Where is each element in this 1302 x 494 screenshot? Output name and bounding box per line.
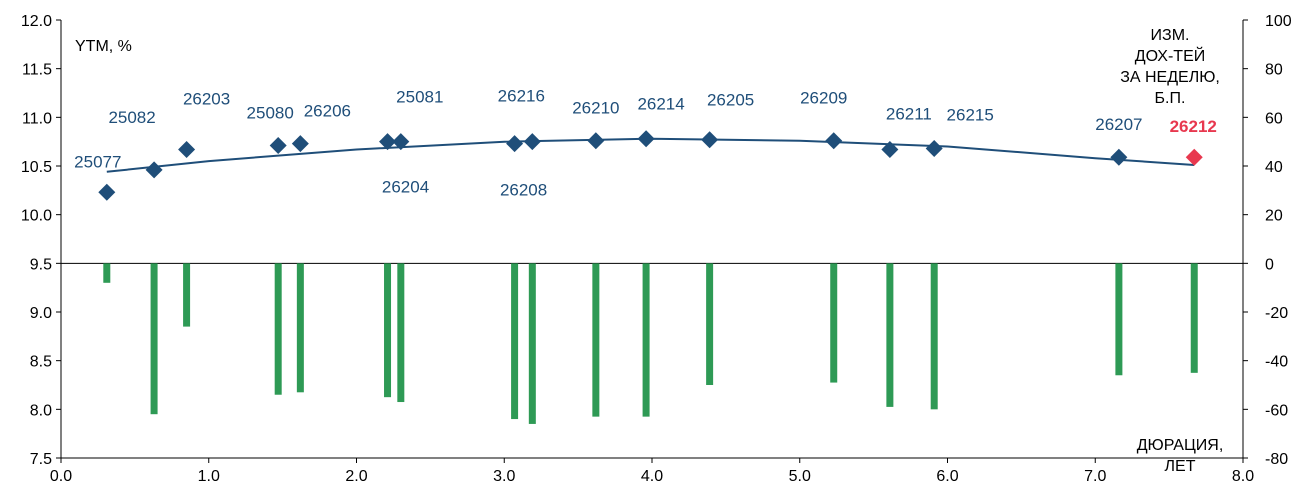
point-25082 (145, 161, 163, 179)
point-26212 (1185, 148, 1203, 166)
point-label-25077: 25077 (74, 152, 121, 171)
axis-titles: YTM, % ИЗМ. ДОХ-ТЕЙ ЗА НЕДЕЛЮ, Б.П. ДЮРАЦИЯ, Л… (75, 27, 1223, 475)
y-right-tick-label: -20 (1265, 305, 1288, 322)
x-tick-label: 3.0 (493, 468, 515, 485)
plot-frame (56, 19, 1248, 463)
point-26211 (881, 140, 899, 158)
y-left-tick-label: 12.0 (21, 13, 52, 30)
x-tick-label: 6.0 (936, 468, 958, 485)
y-left-tick-label: 8.5 (30, 354, 52, 371)
point-26210 (587, 132, 605, 150)
bar-26212 (1190, 263, 1198, 373)
y-right-title-line: ДОХ-ТЕЙ (1135, 46, 1206, 65)
point-label-25082: 25082 (108, 108, 155, 127)
x-title-line: ЛЕТ (1165, 458, 1196, 475)
y-left-tick-label: 11.5 (22, 62, 52, 79)
point-label-26209: 26209 (800, 89, 847, 108)
bar-26214 (642, 263, 650, 417)
y-right-tick-label: 40 (1265, 159, 1283, 176)
y-left-tick-label: 7.5 (30, 451, 52, 468)
bar-26216 (528, 263, 536, 424)
y-left-tick-label: 9.0 (30, 305, 52, 322)
bar-26203 (183, 263, 191, 327)
bar-26207 (1115, 263, 1123, 376)
point-label-26215: 26215 (947, 105, 994, 124)
bar-26205 (706, 263, 714, 385)
point-label-26206: 26206 (304, 102, 351, 121)
y-left-tick-label: 10.0 (21, 208, 52, 225)
point-label-26216: 26216 (498, 87, 545, 106)
point-label-25081: 25081 (396, 88, 443, 107)
point-label-25080: 25080 (247, 104, 294, 123)
bar-series (103, 263, 1198, 424)
point-25080 (269, 137, 287, 155)
x-title-line: ДЮРАЦИЯ, (1137, 437, 1224, 454)
bar-26204 (384, 263, 392, 398)
bar-26209 (830, 263, 838, 383)
x-tick-label: 0.0 (50, 468, 72, 485)
tick-labels: 0.0 1.0 2.0 3.0 4.0 5.0 6.0 7.0 8.0 12.0 11.5 11.0 1… (21, 13, 1292, 485)
scatter-series (98, 130, 1203, 201)
point-label-26214: 26214 (637, 95, 684, 114)
y-right-tick-label: 20 (1265, 208, 1283, 225)
y-right-tick-label: 100 (1265, 13, 1292, 30)
x-tick-label: 8.0 (1232, 468, 1254, 485)
y-right-title-line: Б.П. (1155, 90, 1186, 107)
y-left-tick-label: 11.0 (22, 110, 52, 127)
point-26207 (1110, 148, 1128, 166)
point-25081 (392, 133, 410, 151)
bar-25080 (274, 263, 282, 395)
x-tick-label: 4.0 (641, 468, 663, 485)
bar-26206 (296, 263, 304, 393)
point-26216 (523, 133, 541, 151)
x-tick-label: 7.0 (1084, 468, 1106, 485)
fit-curve (106, 137, 1195, 173)
x-tick-label: 5.0 (789, 468, 811, 485)
point-26214 (637, 130, 655, 148)
y-right-tick-label: 60 (1265, 110, 1283, 127)
y-right-title-line: ЗА НЕДЕЛЮ, (1120, 69, 1220, 86)
bar-26215 (930, 263, 938, 410)
y-left-title: YTM, % (75, 38, 132, 55)
bar-26211 (886, 263, 894, 407)
y-left-tick-label: 10.5 (21, 159, 52, 176)
y-right-tick-label: -60 (1265, 402, 1288, 419)
point-26203 (178, 140, 196, 158)
point-label-26207: 26207 (1095, 115, 1142, 134)
point-26204 (379, 133, 397, 151)
y-right-tick-label: 80 (1265, 62, 1283, 79)
x-tick-label: 2.0 (345, 468, 367, 485)
point-label-26205: 26205 (707, 91, 754, 110)
bar-25077 (103, 263, 111, 283)
point-26215 (925, 139, 943, 157)
point-26205 (701, 131, 719, 149)
point-label-26212: 26212 (1170, 117, 1217, 136)
bar-25082 (150, 263, 158, 415)
point-label-26204: 26204 (382, 178, 429, 197)
point-label-26203: 26203 (183, 89, 230, 108)
y-right-title-line: ИЗМ. (1151, 27, 1190, 44)
point-label-26210: 26210 (572, 99, 619, 118)
fit-curve-line (106, 137, 1195, 173)
bar-25081 (397, 263, 405, 403)
y-left-tick-label: 8.0 (30, 402, 52, 419)
point-25077 (98, 183, 116, 201)
y-right-tick-label: 0 (1265, 256, 1274, 273)
y-left-tick-label: 9.5 (30, 256, 52, 273)
point-labels: 25077 25082 26203 25080 26206 26204 25081 26208… (74, 87, 1217, 200)
bar-26208 (511, 263, 519, 420)
y-right-tick-label: -40 (1265, 354, 1288, 371)
y-right-tick-label: -80 (1265, 451, 1288, 468)
point-26209 (825, 132, 843, 150)
point-26206 (291, 135, 309, 153)
x-tick-label: 1.0 (198, 468, 220, 485)
bar-26210 (592, 263, 600, 417)
point-label-26208: 26208 (500, 181, 547, 200)
point-label-26211: 26211 (886, 104, 932, 123)
point-26208 (506, 135, 524, 153)
